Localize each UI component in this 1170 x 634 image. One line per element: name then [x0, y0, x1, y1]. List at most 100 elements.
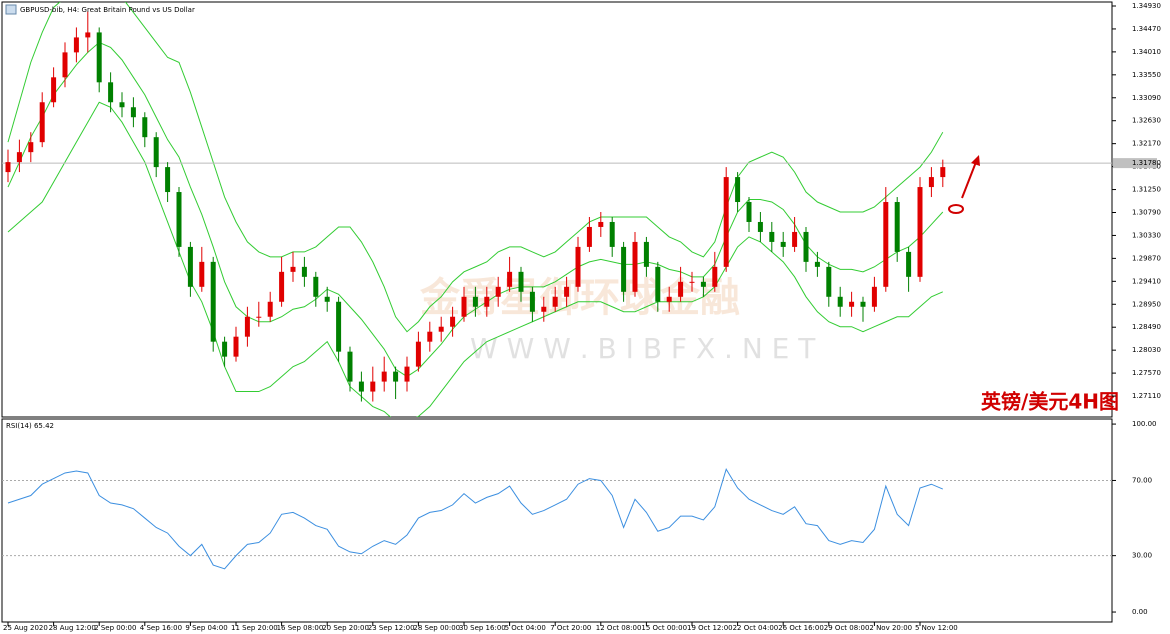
candle-body: [928, 177, 934, 188]
x-tick-label: 5 Nov 12:00: [915, 624, 958, 632]
y-tick-label: 1.30330: [1132, 231, 1161, 239]
candle-body: [586, 226, 592, 247]
y-tick-label: 30.00: [1132, 552, 1152, 560]
x-tick-label: 5 Oct 04:00: [505, 624, 546, 632]
candle-body: [461, 296, 467, 317]
x-tick-label: 22 Oct 04:00: [733, 624, 779, 632]
candle-body: [244, 316, 250, 337]
candle-body: [165, 167, 171, 193]
candle-body: [529, 291, 535, 312]
candle-body: [130, 107, 136, 118]
candle-body: [598, 221, 604, 227]
candle-body: [917, 187, 923, 277]
candle-body: [381, 371, 387, 382]
x-tick-label: 23 Sep 12:00: [368, 624, 415, 632]
price-panel: [2, 2, 1112, 417]
candle-body: [507, 271, 513, 287]
candle-body: [267, 301, 273, 317]
candle-body: [393, 371, 399, 382]
candle-body: [621, 246, 627, 292]
candle-body: [792, 231, 798, 247]
candle-body: [860, 301, 866, 307]
watermark: W W W . B I B F X . N E T: [470, 332, 816, 365]
y-tick-label: 1.29870: [1132, 254, 1161, 262]
candle-body: [62, 52, 68, 78]
x-tick-label: 4 Sep 16:00: [140, 624, 182, 632]
y-tick-label: 1.28950: [1132, 300, 1161, 308]
current-price-label: 1.31780: [1132, 159, 1161, 167]
y-tick-label: 1.27570: [1132, 369, 1161, 377]
candle-body: [894, 202, 900, 252]
y-tick-label: 1.32170: [1132, 140, 1161, 148]
y-tick-label: 1.28490: [1132, 323, 1161, 331]
candle-body: [301, 266, 307, 277]
candle-body: [723, 177, 729, 267]
x-tick-label: 15 Oct 00:00: [641, 624, 687, 632]
bollinger-band: [7, 41, 944, 378]
candle-body: [906, 251, 912, 277]
y-tick-label: 100.00: [1132, 420, 1157, 428]
candle-body: [39, 102, 45, 143]
candle-body: [450, 316, 456, 327]
candle-body: [51, 77, 57, 103]
x-tick-label: 12 Oct 08:00: [596, 624, 642, 632]
candle-body: [324, 296, 330, 302]
candle-body: [415, 341, 421, 367]
candle-body: [336, 301, 342, 352]
x-tick-label: 11 Sep 20:00: [231, 624, 278, 632]
candle-body: [757, 221, 763, 232]
x-tick-label: 26 Oct 16:00: [778, 624, 824, 632]
chart-title: GBPUSD-bib, H4: Great Britain Pound vs U…: [20, 6, 195, 14]
y-tick-label: 1.33550: [1132, 71, 1161, 79]
y-tick-label: 1.27110: [1132, 392, 1161, 400]
candle-body: [370, 381, 376, 392]
candle-body: [666, 296, 672, 302]
x-tick-label: 28 Sep 00:00: [413, 624, 460, 632]
candle-body: [871, 286, 877, 307]
y-tick-label: 0.00: [1132, 608, 1148, 616]
candle-body: [643, 241, 649, 267]
candle-body: [575, 246, 581, 287]
candle-body: [632, 241, 638, 292]
candle-body: [16, 152, 22, 163]
x-tick-label: 9 Sep 04:00: [185, 624, 227, 632]
candle-body: [564, 286, 570, 297]
x-tick-label: 2 Nov 20:00: [869, 624, 912, 632]
arrow: [948, 155, 980, 214]
y-tick-label: 1.31250: [1132, 186, 1161, 194]
x-tick-label: 7 Oct 20:00: [550, 624, 591, 632]
y-tick-label: 70.00: [1132, 476, 1152, 484]
current-price-box: [1113, 158, 1157, 169]
candle-body: [187, 246, 193, 287]
candle-body: [176, 192, 182, 247]
candle-body: [404, 366, 410, 382]
candle-body: [347, 351, 353, 382]
x-tick-label: 19 Oct 12:00: [687, 624, 733, 632]
candle-body: [199, 261, 205, 287]
candle-body: [438, 326, 444, 332]
x-tick-label: 30 Sep 16:00: [459, 624, 506, 632]
candle-body: [222, 341, 228, 357]
candle-body: [814, 261, 820, 267]
bollinger-band: [7, 2, 944, 333]
y-tick-label: 1.29410: [1132, 277, 1161, 285]
candle-body: [484, 296, 490, 307]
main-frame: [1, 1, 1113, 418]
rsi-line: [7, 467, 943, 570]
x-tick-label: 2 Sep 00:00: [94, 624, 136, 632]
candle-body: [849, 301, 855, 307]
candle-body: [837, 296, 843, 307]
rsi-panel: [2, 467, 1112, 570]
candle-body: [655, 266, 661, 302]
x-tick-label: 25 Aug 2020: [3, 624, 48, 632]
x-tick-label: 20 Sep 20:00: [322, 624, 369, 632]
bollinger-band: [7, 101, 944, 417]
candle-body: [780, 241, 786, 247]
candle-body: [940, 167, 946, 178]
candle-body: [96, 32, 102, 83]
y-tick-label: 1.34470: [1132, 25, 1161, 33]
candle-body: [746, 202, 752, 222]
candle-body: [472, 296, 478, 307]
rsi-frame: [1, 418, 1113, 623]
y-tick-label: 1.28030: [1132, 346, 1161, 354]
